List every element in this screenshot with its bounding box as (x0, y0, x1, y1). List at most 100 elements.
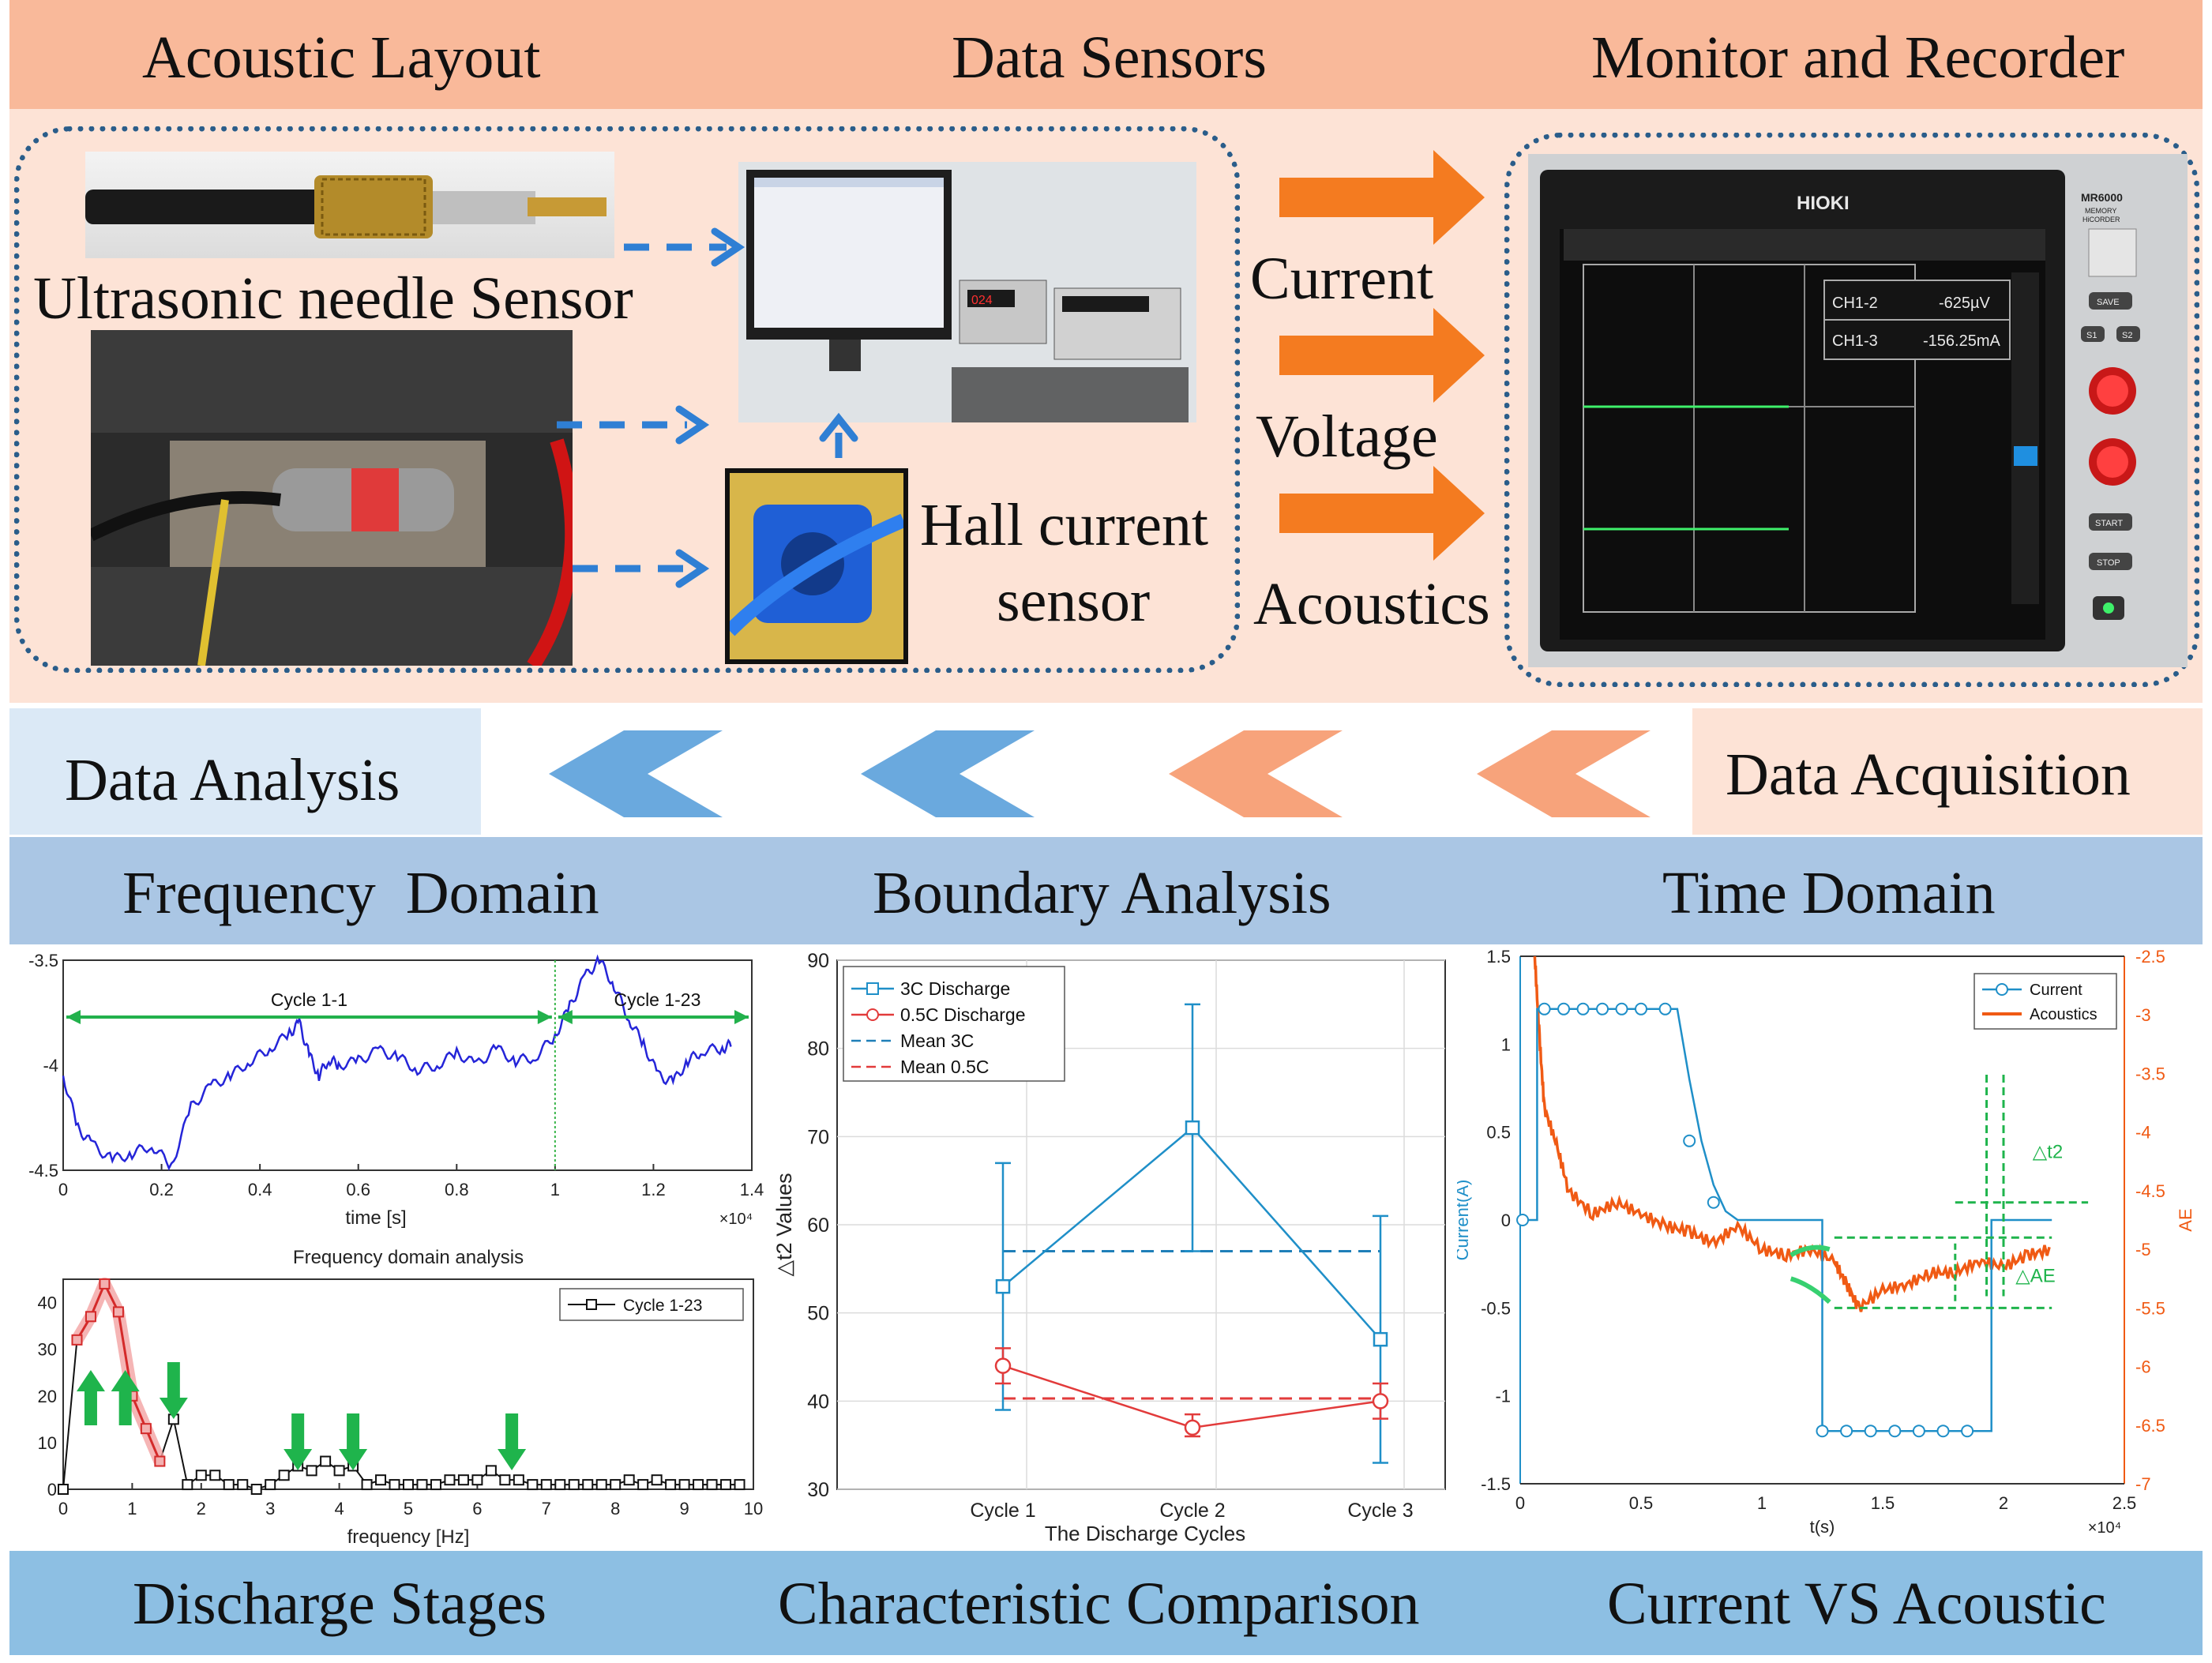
x-tick-label: Cycle 2 (1159, 1500, 1225, 1522)
y-right-tick-label: -3 (2135, 1005, 2151, 1025)
y-tick-label: 60 (807, 1214, 829, 1237)
data-point (223, 1479, 235, 1491)
data-point (306, 1465, 317, 1477)
recorder-btn-stop: STOP (2097, 558, 2120, 568)
data-point (513, 1474, 524, 1486)
data-point (333, 1465, 345, 1477)
data-point (706, 1479, 718, 1491)
x-axis-label: frequency [Hz] (347, 1526, 470, 1548)
y-tick-label: -4 (43, 1056, 58, 1076)
data-point (99, 1278, 111, 1289)
data-point (209, 1470, 221, 1481)
recorder-btn-s2: S2 (2122, 331, 2132, 340)
bottom-header-band (9, 1551, 2203, 1655)
signal-arrows (1279, 150, 1485, 561)
current-marker (1557, 1002, 1571, 1015)
x-tick-label: 5 (404, 1499, 413, 1518)
legend-marker (866, 1008, 879, 1021)
data-point (361, 1479, 373, 1491)
ch1-label: CH1-2 (1832, 295, 1878, 312)
data-point (554, 1479, 566, 1491)
y-tick-label: 0.5 (1486, 1123, 1511, 1143)
data-point (485, 1465, 497, 1477)
data-point (250, 1484, 262, 1495)
x-tick-label: 0.2 (149, 1180, 174, 1199)
indicator-arrow-down (498, 1413, 527, 1470)
legend-marker (586, 1299, 597, 1310)
data-point (651, 1474, 663, 1486)
current-line (1520, 1008, 2052, 1432)
data-point (237, 1479, 249, 1491)
indicator-arrow-down (339, 1413, 368, 1470)
legend-label: 3C Discharge (900, 978, 1010, 999)
current-marker (1864, 1425, 1877, 1438)
plot-frame (62, 959, 753, 1171)
legend-marker (1996, 983, 2008, 996)
sensor-group-frame (14, 126, 1240, 673)
data-point (610, 1479, 622, 1491)
y-tick-label: 20 (38, 1387, 57, 1406)
current-marker (1840, 1425, 1853, 1438)
recorder-model-sub2: HiCORDER (2082, 216, 2120, 223)
legend-box (1974, 973, 2117, 1030)
current-marker (1912, 1425, 1925, 1438)
legend-label: Acoustics (2030, 1006, 2097, 1023)
data-point (112, 1306, 124, 1318)
data-point (430, 1479, 441, 1491)
x-tick-label: 1 (1757, 1493, 1767, 1513)
data-point (154, 1455, 166, 1467)
annotation-delta-t2: △t2 (2033, 1141, 2063, 1162)
y-tick-label: -1.5 (1481, 1474, 1511, 1494)
x-tick-label: 0.8 (445, 1180, 469, 1199)
x-tick-label: 2 (197, 1499, 206, 1518)
data-point (568, 1479, 580, 1491)
data-point (499, 1474, 511, 1486)
y-tick-label: 80 (807, 1038, 829, 1060)
flow-data-acquisition: Data Acquisition (1726, 741, 2131, 808)
data-point (637, 1479, 649, 1491)
y-tick-label: 30 (38, 1340, 57, 1360)
data-point (995, 1278, 1011, 1294)
legend-label: Cycle 1-23 (623, 1297, 702, 1315)
data-point (71, 1334, 83, 1346)
transition-mark (1790, 1276, 1831, 1304)
analysis-header-band (9, 837, 2203, 944)
data-point (182, 1479, 193, 1491)
x-tick-label: Cycle 1 (970, 1500, 1035, 1522)
y-tick-label: 30 (807, 1479, 829, 1501)
data-point (265, 1479, 276, 1491)
x-tick-label: 1 (550, 1180, 560, 1199)
ch1-value: -625µV (1939, 295, 1991, 312)
current-marker (1683, 1134, 1696, 1147)
header-acoustic-layout: Acoustic Layout (142, 24, 541, 91)
recorder-model: MR6000 (2081, 191, 2123, 204)
current-marker (1936, 1425, 1950, 1438)
y-right-tick-label: -4.5 (2135, 1181, 2165, 1201)
ch2-value: -156.25mA (1923, 332, 2000, 350)
header-monitor-recorder: Monitor and Recorder (1591, 24, 2125, 91)
header-data-sensors: Data Sensors (952, 24, 1267, 91)
y-tick-label: 10 (38, 1433, 57, 1453)
ultrasonic-needle-label: Ultrasonic needle Sensor (33, 265, 633, 332)
flow-right-band (1692, 708, 2203, 835)
recorder-model-sub1: MEMORY (2085, 207, 2116, 215)
y-right-tick-label: -3.5 (2135, 1064, 2165, 1083)
data-point (416, 1479, 428, 1491)
computer-setup-photo: 024 (738, 162, 1196, 422)
flow-left-band (9, 708, 481, 835)
data-point (1185, 1120, 1200, 1136)
x-multiplier: ×10⁴ (2088, 1519, 2122, 1537)
current-marker (1816, 1425, 1829, 1438)
footer-characteristic-comparison: Characteristic Comparison (778, 1571, 1420, 1637)
top-header-band (9, 0, 2203, 109)
data-point (595, 1479, 607, 1491)
header-boundary-analysis: Boundary Analysis (873, 860, 1331, 926)
ch2-label: CH1-3 (1832, 332, 1878, 350)
ultrasonic-needle-photo (85, 152, 614, 258)
y-right-tick-label: -7 (2135, 1474, 2151, 1494)
recorder-btn-s1: S1 (2086, 331, 2097, 340)
y-tick-label: 90 (807, 950, 829, 972)
current-marker (1596, 1002, 1609, 1015)
indicator-arrow-up (76, 1370, 105, 1425)
data-point (678, 1479, 690, 1491)
